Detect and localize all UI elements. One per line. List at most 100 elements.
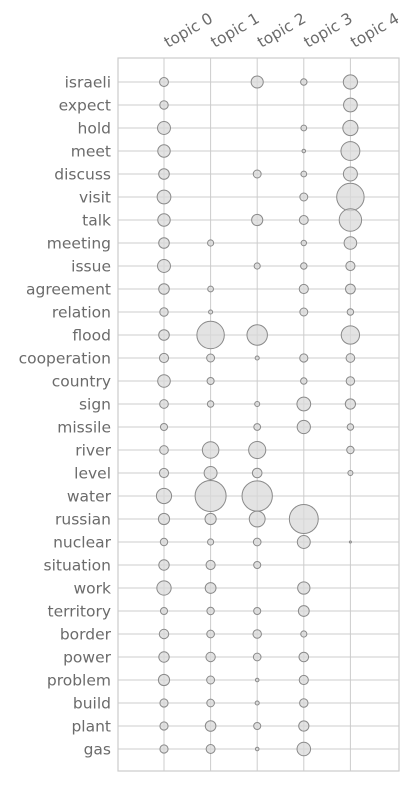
bubble-point: [156, 580, 172, 596]
bubble-point: [296, 419, 311, 435]
bubble-point: [296, 396, 312, 412]
bubble-point: [348, 540, 352, 544]
bubble-point: [205, 559, 216, 571]
bubble-point: [159, 77, 169, 87]
bubble-point: [196, 320, 225, 350]
bubble-point: [201, 441, 220, 459]
word-label: gas: [84, 741, 111, 759]
bubble-point: [252, 629, 262, 639]
word-label: relation: [52, 304, 111, 322]
word-label: level: [74, 465, 111, 483]
bubble-point: [157, 374, 171, 388]
bubble-point: [158, 168, 170, 180]
bubble-point: [300, 124, 308, 132]
bubble-point: [157, 121, 171, 135]
bubble-point: [159, 537, 169, 547]
bubble-point: [300, 78, 308, 86]
bubble-point: [345, 353, 356, 363]
word-label: discuss: [54, 166, 111, 184]
word-label: situation: [44, 557, 111, 575]
bubble-point: [194, 479, 227, 513]
bubble-point: [342, 119, 359, 137]
bubble-point: [206, 629, 215, 639]
bubble-point: [300, 239, 308, 247]
bubble-point: [158, 352, 170, 364]
bubble-point: [205, 744, 216, 754]
bubble-point: [206, 606, 215, 616]
bubble-point: [298, 720, 310, 732]
bubble-point: [253, 606, 262, 616]
bubble-point: [342, 74, 358, 90]
bubble-point: [296, 535, 311, 549]
bubble-point: [338, 208, 363, 232]
bubble-point: [253, 262, 261, 270]
bubble-point: [251, 213, 264, 227]
topic-label: topic 3: [301, 9, 356, 51]
bubble-point: [288, 504, 319, 534]
bubble-point: [206, 698, 215, 708]
bubble-point: [336, 182, 365, 212]
bubble-point: [299, 307, 309, 317]
bubble-point: [301, 148, 307, 154]
bubble-point: [241, 480, 273, 512]
bubble-point: [254, 746, 260, 752]
word-label: plant: [71, 718, 111, 736]
bubble-point: [157, 512, 171, 526]
bubble-point: [158, 651, 170, 663]
bubble-point: [253, 423, 262, 431]
word-label: sign: [79, 396, 111, 414]
bubble-point: [159, 100, 169, 110]
bubble-point: [300, 630, 308, 638]
bubble-point: [252, 169, 262, 179]
word-label: water: [67, 488, 112, 506]
bubble-point: [204, 512, 217, 526]
bubble-point: [343, 97, 358, 113]
bubble-point: [206, 400, 215, 408]
bubble-point: [299, 353, 309, 363]
bubble-point: [253, 721, 262, 731]
word-label: visit: [79, 189, 111, 207]
word-label: expect: [59, 97, 111, 115]
bubble-point: [158, 628, 170, 640]
bubble-point: [346, 423, 355, 431]
bubble-point: [346, 308, 355, 316]
bubble-point: [252, 652, 262, 662]
word-label: nuclear: [53, 534, 112, 552]
bubble-point: [347, 469, 354, 477]
bubble-point: [157, 213, 171, 227]
bubble-point: [297, 605, 310, 617]
bubble-point: [300, 170, 308, 178]
bubble-point: [157, 673, 171, 687]
word-label: flood: [72, 327, 111, 345]
bubble-point: [208, 309, 214, 315]
bubble-point: [157, 144, 171, 158]
bubble-point: [203, 466, 218, 480]
plot-frame: [117, 57, 400, 772]
word-label: cooperation: [19, 350, 111, 368]
word-label: territory: [48, 603, 112, 621]
bubble-point: [206, 353, 216, 363]
topic-label: topic 2: [254, 9, 309, 51]
bubble-point: [155, 487, 173, 505]
bubble-point: [346, 445, 355, 455]
bubble-point: [207, 538, 215, 546]
bubble-point: [159, 606, 169, 616]
bubble-point: [340, 141, 361, 161]
word-label: meeting: [47, 235, 111, 253]
bubble-point: [254, 700, 260, 706]
bubble-point: [298, 283, 309, 295]
bubble-point: [204, 582, 217, 594]
bubble-point: [156, 189, 172, 205]
word-label: river: [75, 442, 111, 460]
topic-label: topic 0: [161, 9, 216, 51]
bubble-point: [254, 677, 260, 683]
word-label: problem: [47, 672, 111, 690]
bubble-point: [159, 698, 169, 708]
bubble-point: [252, 537, 262, 547]
bubble-point: [159, 744, 169, 754]
bubble-point: [344, 398, 357, 410]
bubble-point: [159, 445, 169, 455]
word-label: meet: [71, 143, 111, 161]
bubble-point: [345, 376, 356, 386]
